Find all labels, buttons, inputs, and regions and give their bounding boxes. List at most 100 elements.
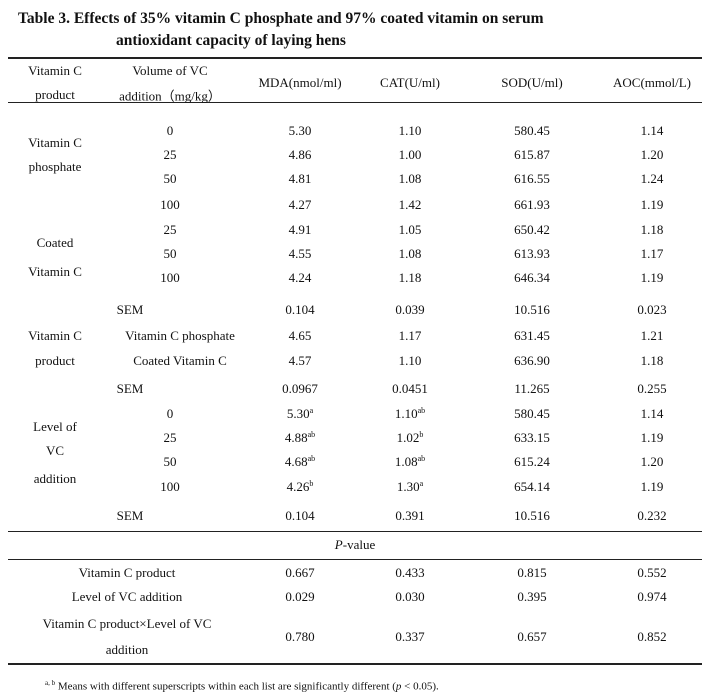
sod-cell-value: 580.45 — [514, 123, 550, 138]
aoc-pvalue-value: 0.974 — [637, 589, 667, 604]
row-label-value: SEM — [116, 381, 144, 396]
sod-pvalue-value: 0.657 — [517, 629, 547, 644]
pvalue-italic: P — [334, 537, 343, 552]
sod-cell: 616.55 — [514, 171, 550, 187]
sod-cell: 580.45 — [514, 123, 550, 139]
cat-cell-superscript: ab — [417, 454, 426, 463]
mda-cell-value: 5.30 — [288, 123, 312, 138]
mda-pvalue-value: 0.780 — [285, 629, 315, 644]
sod-cell: 615.24 — [514, 454, 550, 470]
footnote-p: p — [395, 680, 402, 693]
aoc-cell-value: 1.14 — [640, 406, 664, 421]
sod-cell: 613.93 — [514, 246, 550, 262]
mda-cell: 5.30a — [287, 406, 313, 422]
header-aoc: AOC(mmol/L) — [613, 75, 691, 90]
row-label-value: SEM — [116, 302, 144, 317]
row-label-value: 0 — [166, 406, 174, 421]
group-label-value: Coated — [36, 235, 74, 250]
aoc-cell: 1.24 — [641, 171, 664, 187]
sod-cell-value: 636.90 — [514, 353, 550, 368]
mda-cell-superscript: ab — [307, 454, 316, 463]
cat-cell: 0.0451 — [392, 381, 428, 397]
cat-cell: 1.02b — [397, 430, 424, 446]
aoc-cell-value: 0.232 — [637, 508, 667, 523]
group-label-value: VC — [45, 443, 65, 458]
sod-cell-value: 615.87 — [514, 147, 550, 162]
title-line-1: Table 3. Effects of 35% vitamin C phosph… — [18, 10, 544, 27]
cat-cell-superscript: ab — [417, 406, 426, 415]
sod-cell-value: 631.45 — [514, 328, 550, 343]
mda-cell-value: 5.30 — [286, 406, 310, 421]
bottom-rule — [8, 663, 702, 665]
sod-cell-value: 633.15 — [514, 430, 550, 445]
mda-cell: 4.65 — [289, 328, 312, 344]
footnote-text: Means with different superscripts within… — [55, 680, 396, 693]
header-rule — [8, 102, 702, 103]
group-label: VC — [46, 443, 64, 459]
mda-cell: 4.27 — [289, 197, 312, 213]
pvalue-rule — [8, 559, 702, 560]
cat-cell-value: 0.039 — [395, 302, 425, 317]
cat-cell-superscript: a — [419, 479, 424, 488]
sod-cell: 633.15 — [514, 430, 550, 446]
aoc-cell: 1.19 — [641, 197, 664, 213]
row-label-value: 25 — [163, 222, 177, 237]
aoc-cell-value: 1.14 — [640, 123, 664, 138]
table-title: Table 3. Effects of 35% vitamin C phosph… — [18, 8, 690, 52]
aoc-cell: 1.20 — [641, 147, 664, 163]
cat-cell-value: 1.08 — [394, 454, 418, 469]
mda-cell-value: 4.26 — [286, 479, 310, 494]
cat-cell-value: 1.18 — [398, 270, 422, 285]
row-label: 25 — [164, 147, 177, 163]
cat-pvalue: 0.433 — [395, 565, 424, 581]
pvalue-heading: P-value — [335, 537, 375, 553]
mda-pvalue-value: 0.029 — [285, 589, 315, 604]
cat-cell: 1.08 — [399, 171, 422, 187]
mda-cell-value: 0.104 — [285, 302, 315, 317]
aoc-pvalue-value: 0.552 — [637, 565, 667, 580]
cat-pvalue-value: 0.337 — [395, 629, 425, 644]
cat-cell-value: 1.30 — [396, 479, 420, 494]
cat-cell-value: 1.08 — [398, 171, 422, 186]
aoc-cell: 1.18 — [641, 353, 664, 369]
header-product-1: Vitamin C — [28, 63, 82, 78]
cat-pvalue-value: 0.433 — [395, 565, 425, 580]
row-label-value: 50 — [163, 454, 177, 469]
group-label: Vitamin C — [28, 135, 82, 151]
aoc-cell-value: 0.255 — [637, 381, 667, 396]
sod-pvalue: 0.815 — [517, 565, 546, 581]
mda-cell-value: 0.104 — [285, 508, 315, 523]
cat-cell: 1.10 — [399, 123, 422, 139]
mda-cell-value: 0.0967 — [282, 381, 318, 396]
cat-cell: 1.18 — [399, 270, 422, 286]
row-label-value: 25 — [163, 147, 177, 162]
cat-cell: 1.30a — [397, 479, 423, 495]
row-label: 100 — [160, 479, 180, 495]
aoc-cell-value: 1.18 — [640, 353, 664, 368]
header-volume-2: addition（mg/kg） — [119, 88, 221, 104]
cat-pvalue: 0.337 — [395, 629, 424, 645]
cat-cell-value: 1.00 — [398, 147, 422, 162]
pvalue-row-label-value: Level of VC addition — [71, 589, 183, 604]
row-label: Coated Vitamin C — [133, 353, 227, 369]
footnote: a, b Means with different superscripts w… — [45, 679, 439, 693]
group-label-value: addition — [33, 471, 77, 486]
pvalue-row-label: addition — [106, 642, 149, 658]
aoc-cell: 1.14 — [641, 123, 664, 139]
mda-cell-value: 4.81 — [288, 171, 312, 186]
row-label-value: Coated Vitamin C — [133, 353, 227, 368]
mda-pvalue: 0.667 — [285, 565, 314, 581]
sod-cell-value: 661.93 — [514, 197, 550, 212]
sod-cell: 615.87 — [514, 147, 550, 163]
sod-cell: 631.45 — [514, 328, 550, 344]
pvalue-row-label-value: Vitamin C product×Level of VC — [42, 616, 212, 631]
sod-cell: 661.93 — [514, 197, 550, 213]
header-cat: CAT(U/ml) — [380, 75, 440, 90]
mda-cell: 4.55 — [289, 246, 312, 262]
sod-cell-value: 613.93 — [514, 246, 550, 261]
group-label: Coated — [37, 235, 74, 251]
cat-cell: 1.10 — [399, 353, 422, 369]
sod-cell: 650.42 — [514, 222, 550, 238]
sod-pvalue: 0.395 — [517, 589, 546, 605]
cat-cell-value: 1.02 — [396, 430, 420, 445]
